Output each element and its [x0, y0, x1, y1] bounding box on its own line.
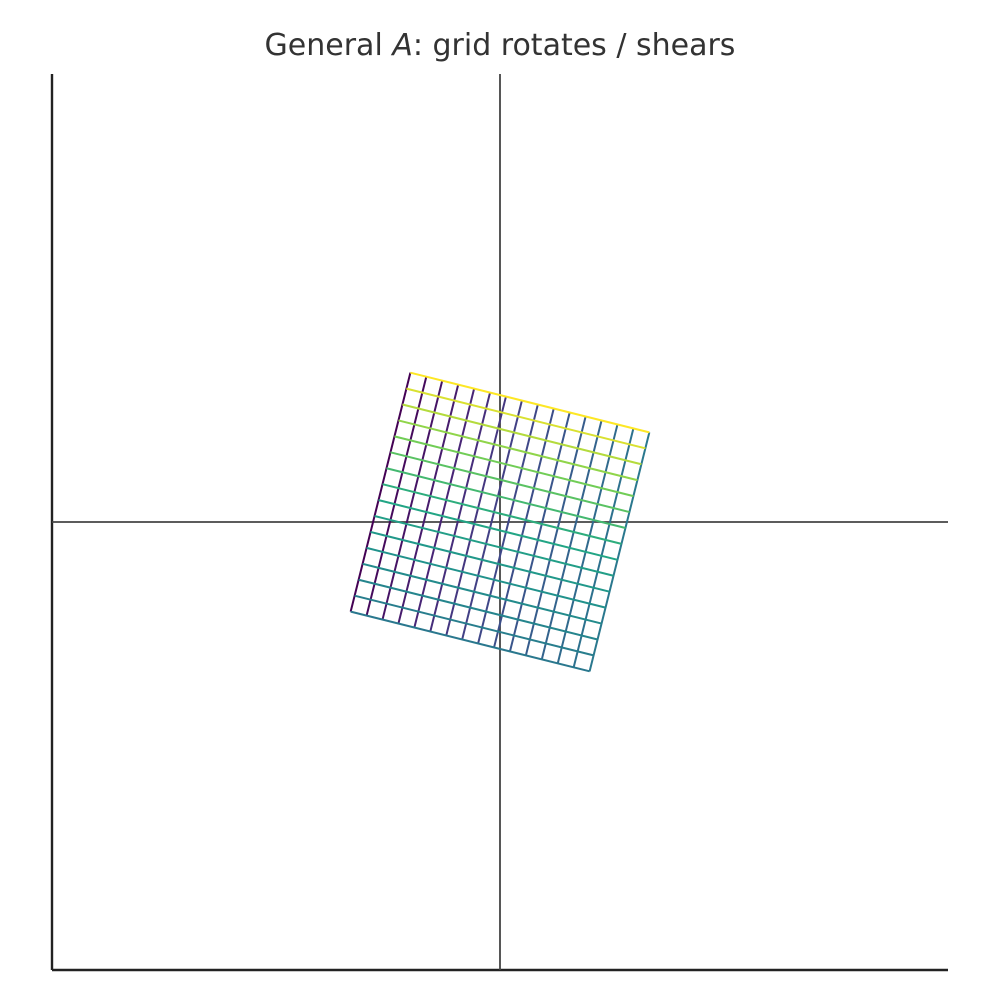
grid-line-v-14	[406, 387, 646, 450]
grid-line-v-8	[382, 483, 622, 545]
grid-line-u-0	[349, 372, 412, 612]
grid-line-v-12	[398, 419, 638, 482]
grid-line-v-7	[378, 499, 618, 561]
grid-line-u-15	[588, 432, 651, 672]
grid-line-v-15	[410, 371, 650, 434]
grid-line-u-4	[413, 388, 476, 628]
chart-title: General A: grid rotates / shears	[264, 28, 736, 63]
grid-line-u-13	[556, 424, 619, 664]
grid-line-u-2	[381, 380, 444, 620]
grid-line-u-10	[508, 412, 571, 652]
grid-line-v-1	[354, 594, 594, 657]
grid-line-v-5	[370, 530, 610, 593]
grid-line-u-14	[572, 428, 635, 668]
grid-line-v-6	[374, 515, 614, 577]
grid-line-u-11	[524, 416, 587, 656]
grid-line-u-12	[540, 420, 603, 660]
grid-line-u-6	[445, 396, 507, 636]
grid-line-u-9	[493, 408, 555, 648]
grid-line-u-5	[429, 392, 492, 632]
grid-line-v-9	[386, 467, 626, 529]
grid-line-u-7	[461, 400, 523, 640]
grid-line-v-4	[366, 546, 606, 609]
grid-line-v-2	[358, 578, 598, 641]
grid-line-u-8	[477, 404, 539, 644]
grid-line-u-3	[397, 384, 460, 624]
grid-line-v-10	[390, 451, 630, 514]
grid-line-v-13	[402, 403, 642, 466]
grid-line-v-3	[362, 562, 602, 625]
grid-line-v-11	[394, 435, 634, 498]
grid-line-v-0	[350, 610, 590, 673]
grid-line-u-1	[365, 376, 428, 616]
